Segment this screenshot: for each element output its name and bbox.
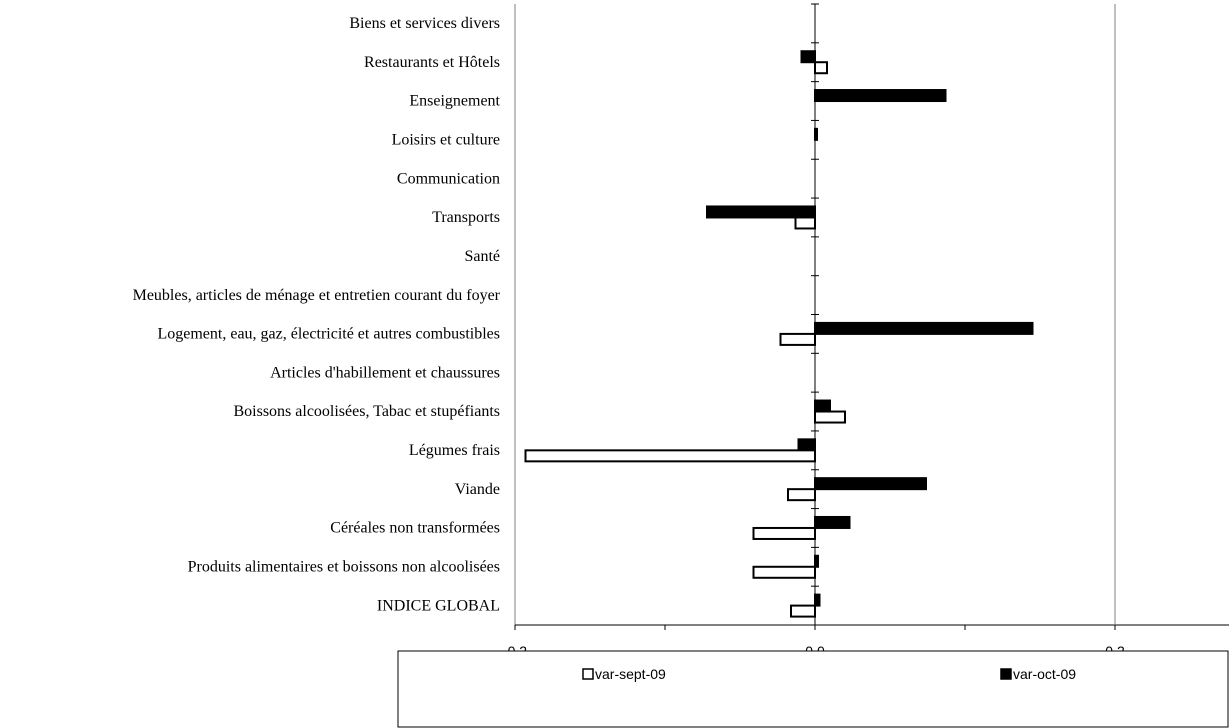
bar-var-sept-09	[752, 565, 816, 579]
category-label: Communication	[397, 170, 500, 187]
bar-var-sept-09	[814, 410, 846, 424]
category-label: Loisirs et culture	[392, 132, 500, 149]
bar-var-oct-09	[814, 89, 947, 103]
bar-var-oct-09	[814, 593, 821, 607]
category-label: INDICE GLOBAL	[377, 597, 500, 614]
bar-var-oct-09	[814, 399, 831, 413]
category-label: Boissons alcoolisées, Tabac et stupéfian…	[233, 403, 500, 420]
category-label: Meubles, articles de ménage et entretien…	[133, 287, 501, 304]
bar-var-oct-09	[706, 205, 816, 219]
bar-var-sept-09	[752, 526, 816, 540]
category-label: Céréales non transformées	[330, 520, 500, 537]
bar-var-oct-09	[814, 321, 1034, 335]
bar-var-oct-09	[814, 515, 851, 529]
legend-swatch-var-oct-09	[1000, 668, 1012, 680]
plot-area	[514, 4, 1229, 626]
category-label: Enseignement	[409, 93, 500, 110]
category-label: Biens et services divers	[349, 15, 500, 32]
category-label: Restaurants et Hôtels	[364, 54, 500, 71]
bar-var-oct-09	[800, 50, 816, 64]
bar-var-sept-09	[814, 61, 828, 75]
legend: var-sept-09 var-oct-09	[397, 650, 1229, 728]
bar-var-sept-09	[794, 216, 816, 230]
bar-var-sept-09	[790, 604, 816, 618]
category-label: Articles d'habillement et chaussures	[270, 364, 500, 381]
category-labels: INDICE GLOBAL Produits alimentaires et bo…	[133, 15, 501, 614]
category-label: Logement, eau, gaz, électricité et autre…	[157, 326, 500, 343]
legend-box	[397, 650, 1229, 728]
bar-var-sept-09	[524, 449, 816, 463]
category-label: Produits alimentaires et boissons non al…	[188, 558, 500, 575]
value-axis	[514, 3, 1116, 630]
category-label: Légumes frais	[409, 442, 500, 459]
category-label: Transports	[432, 209, 500, 226]
legend-label: var-sept-09	[595, 666, 666, 682]
category-label: Santé	[464, 248, 500, 265]
bars	[524, 50, 1034, 618]
bar-var-oct-09	[814, 477, 927, 491]
legend-swatch-var-sept-09	[582, 668, 594, 680]
bar-var-sept-09	[779, 332, 816, 346]
legend-label: var-oct-09	[1013, 666, 1076, 682]
bar-var-oct-09	[797, 438, 816, 452]
category-label: Viande	[455, 481, 500, 498]
bar-var-sept-09	[787, 488, 816, 502]
